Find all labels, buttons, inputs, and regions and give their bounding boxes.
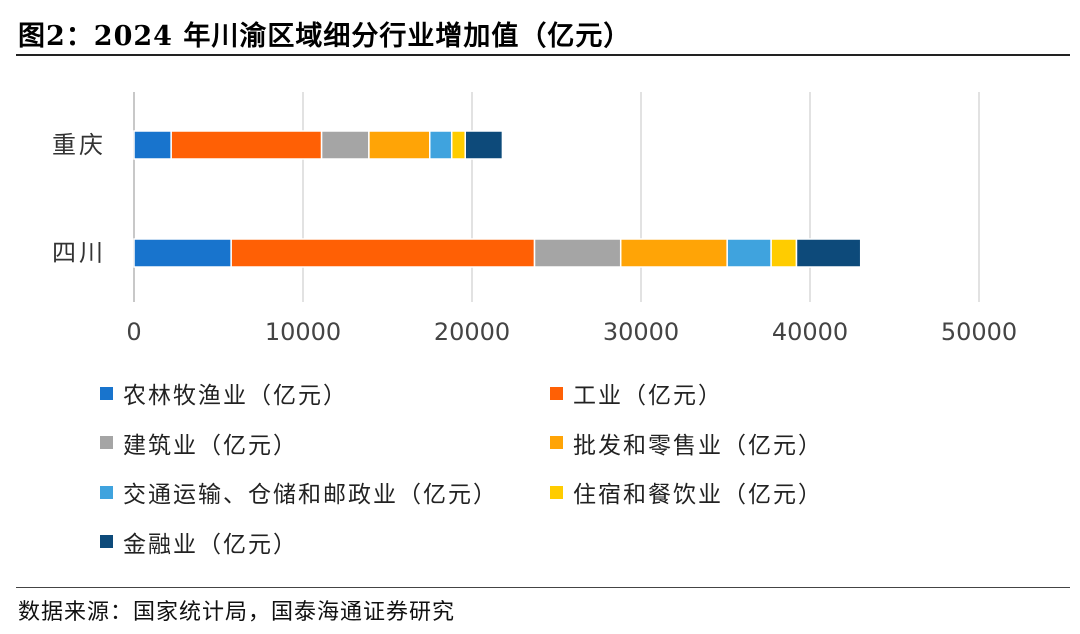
x-tick-label: 40000 [772, 318, 848, 346]
legend-swatch [550, 485, 563, 499]
legend-label: 金融业（亿元） [123, 531, 298, 558]
x-tick-label: 10000 [265, 318, 341, 346]
legend-swatch [100, 436, 113, 449]
legend-item: 工业（亿元） [550, 376, 723, 410]
legend-label: 工业（亿元） [573, 383, 723, 409]
legend-item: 建筑业（亿元） [100, 426, 298, 460]
legend-label: 批发和零售业（亿元） [573, 432, 823, 459]
legend-swatch [550, 386, 563, 400]
legend-swatch [100, 386, 113, 400]
bar-segment [533, 238, 622, 268]
bar-segment [726, 238, 772, 268]
bar-segment [133, 130, 172, 160]
legend-item: 批发和零售业（亿元） [550, 426, 823, 460]
x-tick-label: 30000 [603, 318, 679, 346]
bar-segment [320, 130, 370, 160]
bar-segment [170, 130, 323, 160]
bar-segment [450, 130, 466, 160]
x-tick-label: 0 [126, 318, 141, 346]
legend-item: 金融业（亿元） [100, 525, 298, 559]
title-divider [16, 54, 1070, 56]
legend-item: 交通运输、仓储和邮政业（亿元） [100, 475, 498, 509]
x-tick-label: 20000 [434, 318, 510, 346]
legend-swatch [100, 535, 113, 548]
category-label: 四川 [52, 239, 106, 267]
legend-label: 住宿和餐饮业（亿元） [573, 482, 823, 508]
category-label: 重庆 [52, 131, 106, 159]
legend-item: 住宿和餐饮业（亿元） [550, 475, 823, 509]
legend-label: 建筑业（亿元） [123, 432, 298, 459]
legend-label: 农林牧渔业（亿元） [123, 383, 348, 409]
legend-item: 农林牧渔业（亿元） [100, 376, 348, 410]
bar-segment [230, 238, 536, 268]
source-divider [16, 587, 1070, 588]
x-tick-label: 50000 [941, 318, 1017, 346]
bar-segment [795, 238, 862, 268]
bar-segment [368, 130, 431, 160]
bar-segment [770, 238, 798, 268]
bar-segment [133, 238, 232, 268]
bar-segment [464, 130, 504, 160]
bar-segment [619, 238, 728, 268]
legend-swatch [550, 436, 563, 449]
chart-title: 图2：2024 年川渝区域细分行业增加值（亿元） [18, 21, 632, 52]
source-note: 数据来源：国家统计局，国泰海通证券研究 [18, 600, 456, 625]
bar-segment [429, 130, 453, 160]
legend-swatch [100, 485, 113, 499]
legend-label: 交通运输、仓储和邮政业（亿元） [123, 482, 498, 508]
